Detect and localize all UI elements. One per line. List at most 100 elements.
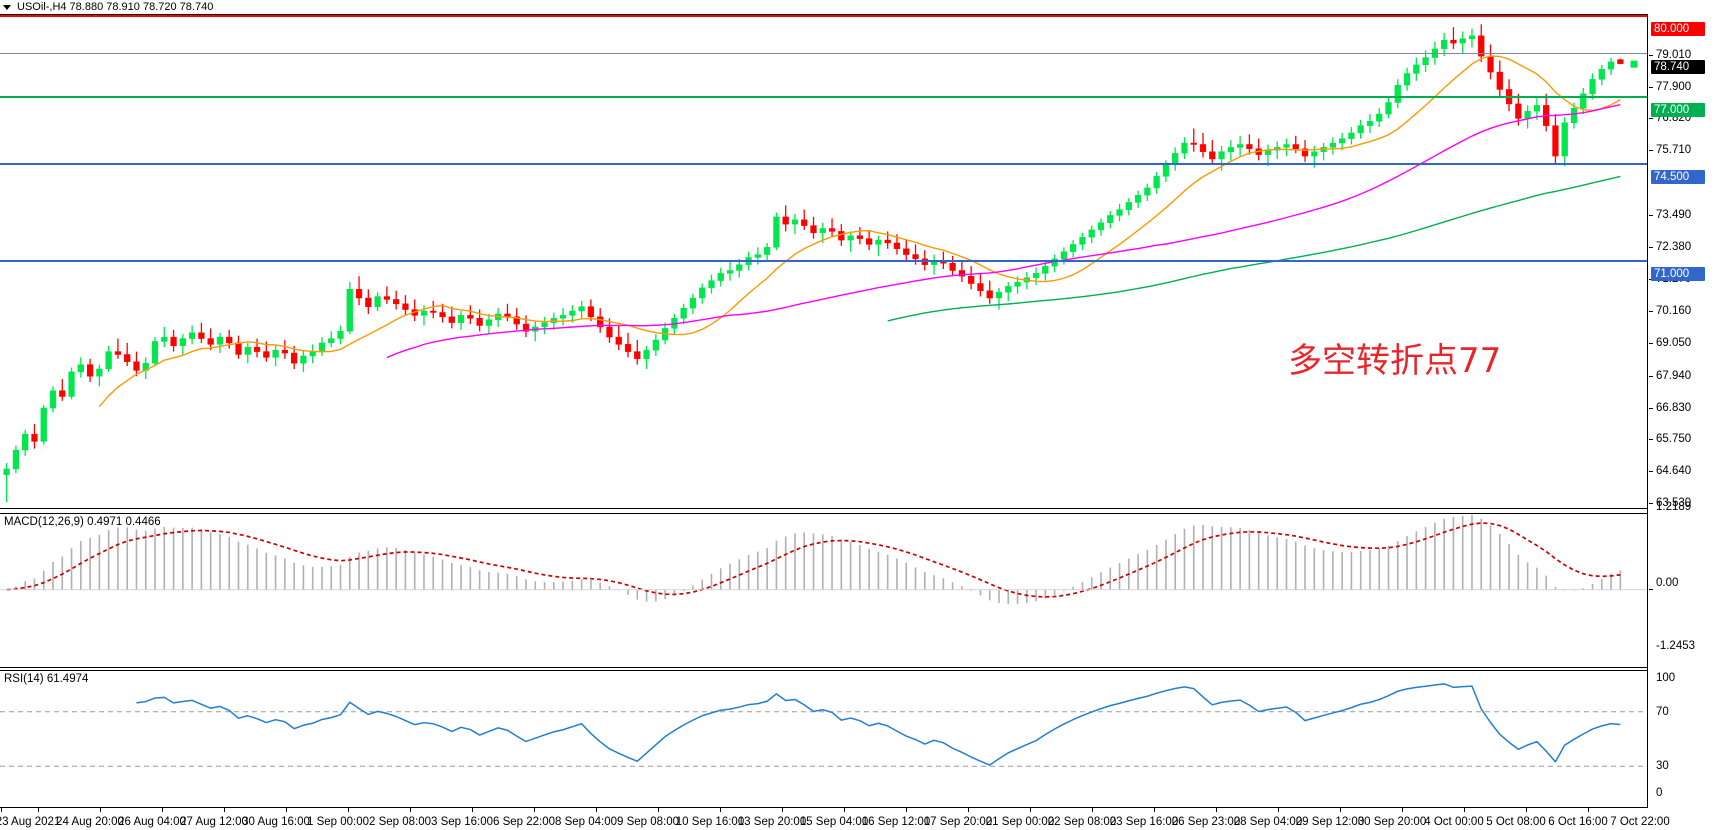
candle-body xyxy=(467,315,474,319)
candle-body xyxy=(1459,38,1466,44)
time-axis-label: 27 Aug 12:00 xyxy=(180,816,248,828)
price-tag-pivot[interactable]: 77.000 xyxy=(1651,103,1705,117)
time-axis-label: 4 Oct 00:00 xyxy=(1424,816,1484,828)
price-axis-label: 77.900 xyxy=(1656,81,1692,93)
macd-indicator-label: MACD(12,26,9) 0.4971 0.4466 xyxy=(4,516,161,528)
candle-body xyxy=(1032,273,1040,278)
candle-body xyxy=(1283,144,1290,148)
candle-body xyxy=(1144,187,1151,196)
candle-body xyxy=(402,303,409,310)
candle-body xyxy=(717,273,724,281)
candle-body xyxy=(1005,286,1012,293)
price-axis-label: 73.490 xyxy=(1656,208,1692,221)
time-axis-label: 17 Sep 20:00 xyxy=(923,816,993,828)
candle-body xyxy=(1385,102,1392,115)
axis-divider-line xyxy=(1647,14,1648,808)
candle-body xyxy=(1070,244,1077,252)
price-tag-resistance[interactable]: 80.000 xyxy=(1651,22,1705,36)
time-axis[interactable]: 23 Aug 2021 24 Aug 20:00 26 Aug 04:00 27 Au… xyxy=(0,808,1731,830)
candle-body xyxy=(736,264,743,271)
price-axis-tick xyxy=(1649,246,1653,248)
macd-panel[interactable] xyxy=(0,513,1648,668)
candle-body xyxy=(124,354,131,362)
candle-body xyxy=(457,315,465,323)
rsi-chart-canvas[interactable] xyxy=(0,671,1647,807)
candle-body xyxy=(1301,148,1309,157)
macd-axis-label: 0.00 xyxy=(1656,576,1679,589)
candle-body xyxy=(1329,142,1336,148)
candle-body xyxy=(819,228,826,234)
candle-body xyxy=(448,316,455,323)
candle-body xyxy=(1570,108,1578,123)
price-chart-canvas[interactable] xyxy=(0,15,1647,508)
chart-title-bar: USOil-,H4 78.880 78.910 78.720 78.740 xyxy=(0,0,1731,14)
candle-body xyxy=(1561,122,1568,157)
candle-body xyxy=(1162,164,1170,177)
candle-body xyxy=(912,254,919,260)
candle-body xyxy=(1079,236,1086,245)
candle-body xyxy=(559,315,567,319)
price-axis-tick xyxy=(1649,54,1653,56)
price-axis-label: 65.750 xyxy=(1656,432,1692,445)
candle-body xyxy=(597,316,604,328)
candle-body xyxy=(309,351,316,357)
time-axis-tick xyxy=(1402,808,1403,812)
candle-body xyxy=(866,238,873,245)
candle-body xyxy=(328,338,335,344)
time-axis-label: 1 Sep 00:00 xyxy=(306,816,370,828)
time-axis-tick xyxy=(100,808,101,812)
price-tag-support[interactable]: 71.000 xyxy=(1651,267,1705,281)
candle-body xyxy=(1552,125,1559,157)
candle-body xyxy=(3,468,10,475)
candle-body xyxy=(393,299,400,305)
ma-line-mid xyxy=(386,104,1621,359)
candle-body xyxy=(968,276,975,284)
candle-body xyxy=(801,219,808,226)
candle-body xyxy=(1097,222,1105,231)
candle-body xyxy=(59,390,66,397)
candle-body xyxy=(272,349,279,358)
time-axis-label: 16 Sep 12:00 xyxy=(861,816,931,828)
price-axis-label: 79.010 xyxy=(1656,48,1692,61)
ma-line-fast xyxy=(98,55,1621,407)
candle-body xyxy=(1181,142,1188,154)
time-axis-tick xyxy=(38,808,39,812)
candle-body xyxy=(1246,144,1253,150)
candle-body xyxy=(207,338,214,345)
candle-body xyxy=(782,216,789,225)
time-axis-label: 13 Sep 20:00 xyxy=(737,816,807,828)
candle-body xyxy=(1524,110,1531,119)
time-axis-tick xyxy=(1154,808,1155,812)
time-axis-label: 23 Aug 2021 xyxy=(0,816,61,828)
candle-body xyxy=(1264,150,1272,155)
candle-body xyxy=(977,283,984,292)
candle-body xyxy=(170,336,177,347)
time-axis-tick xyxy=(1464,808,1465,812)
time-axis-tick xyxy=(1030,808,1031,812)
price-tag-last-price[interactable]: 78.740 xyxy=(1651,60,1705,74)
candle-body xyxy=(903,248,910,255)
price-axis-label: 64.640 xyxy=(1656,465,1692,478)
candle-body xyxy=(235,342,242,355)
support-line-71 xyxy=(0,260,1647,262)
candle-body xyxy=(624,344,632,352)
time-axis-tick xyxy=(720,808,721,812)
price-axis-label: 63.530 xyxy=(1656,497,1692,510)
candle-body xyxy=(652,339,659,351)
candle-body xyxy=(365,297,372,307)
price-tag-support[interactable]: 74.500 xyxy=(1651,170,1705,184)
candle-body xyxy=(1042,265,1049,274)
candle-body xyxy=(1617,59,1624,64)
candle-body xyxy=(355,289,363,299)
price-axis[interactable]: 79.01077.90076.82075.71073.49072.38071.2… xyxy=(1647,14,1731,808)
candle-body xyxy=(1199,144,1207,152)
triangle-down-icon[interactable] xyxy=(3,4,11,10)
candle-body xyxy=(1515,103,1522,119)
time-axis-label: 2 Sep 08:00 xyxy=(368,816,432,828)
candle-body xyxy=(884,239,891,244)
time-axis-label: 23 Sep 16:00 xyxy=(1109,816,1179,828)
candle-body xyxy=(764,247,771,255)
price-axis-tick xyxy=(1649,118,1653,120)
rsi-panel[interactable] xyxy=(0,670,1648,808)
macd-chart-canvas[interactable] xyxy=(0,514,1647,667)
